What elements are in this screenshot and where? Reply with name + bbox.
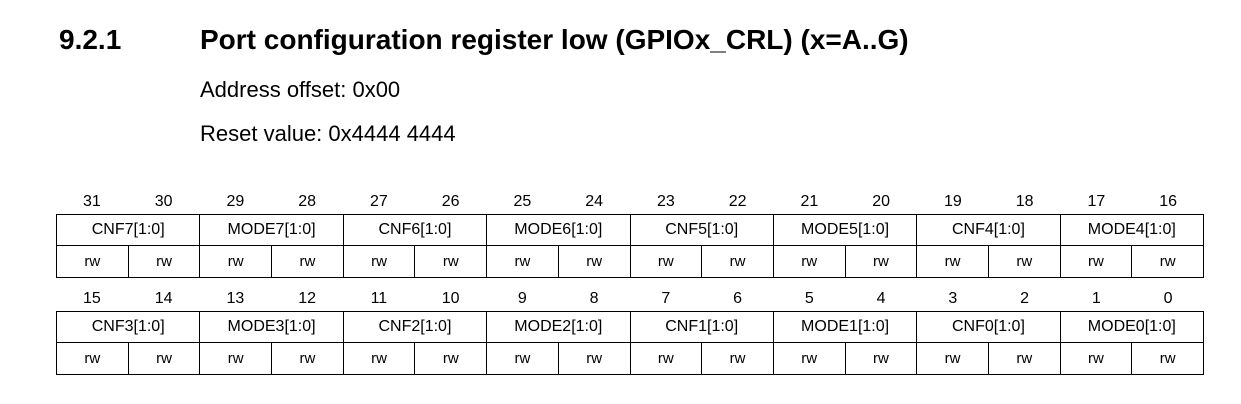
- bit-number-row: 31 30 29 28 27 26 25 24 23 22 21 20 19 1…: [56, 190, 1204, 214]
- access-cell: rw: [629, 245, 703, 278]
- access-cell: rw: [772, 245, 846, 278]
- bit-number: 24: [585, 193, 604, 210]
- bit-number: 2: [1020, 290, 1030, 307]
- field-cell: MODE5[1:0]: [772, 214, 918, 246]
- section-number: 9.2.1: [59, 24, 122, 55]
- access-cell: rw: [1059, 245, 1133, 278]
- access-cell: rw: [629, 342, 703, 375]
- bit-number: 1: [1091, 290, 1101, 307]
- field-cell: MODE3[1:0]: [199, 311, 344, 343]
- bit-number: 14: [154, 290, 173, 307]
- field-cell: MODE2[1:0]: [486, 311, 631, 343]
- bit-number: 19: [943, 193, 962, 210]
- access-row: rw rw rw rw rw rw rw rw rw rw rw rw rw r…: [56, 245, 1204, 278]
- access-cell: rw: [772, 342, 846, 375]
- access-cell: rw: [987, 342, 1061, 375]
- field-cell: MODE4[1:0]: [1059, 214, 1205, 246]
- field-cell: CNF1[1:0]: [629, 311, 774, 343]
- bit-number: 0: [1163, 290, 1173, 307]
- access-cell: rw: [199, 342, 273, 375]
- address-offset: Address offset: 0x00: [200, 77, 401, 102]
- field-cell: CNF0[1:0]: [916, 311, 1061, 343]
- bit-number: 29: [226, 193, 245, 210]
- bit-number: 13: [226, 290, 245, 307]
- access-cell: rw: [127, 342, 201, 375]
- register-table-lower: CNF3[1:0] MODE3[1:0] CNF2[1:0] MODE2[1:0…: [55, 311, 1205, 375]
- access-cell: rw: [414, 342, 488, 375]
- bit-number: 12: [298, 290, 317, 307]
- field-cell: CNF7[1:0]: [55, 214, 201, 246]
- access-cell: rw: [56, 342, 129, 375]
- field-cell: CNF3[1:0]: [55, 311, 201, 343]
- register-upper-half: 31 30 29 28 27 26 25 24 23 22 21 20 19 1…: [55, 190, 1205, 278]
- access-cell: rw: [199, 245, 273, 278]
- bit-number: 3: [948, 290, 958, 307]
- access-cell: rw: [271, 342, 344, 375]
- bit-number: 30: [154, 193, 173, 210]
- access-cell: rw: [1131, 342, 1204, 375]
- bit-number-row: 15 14 13 12 11 10 9 8 7 6 5 4 3 2 1 0: [56, 287, 1204, 311]
- bit-number: 9: [517, 290, 527, 307]
- access-cell: rw: [1131, 245, 1204, 278]
- field-row: CNF7[1:0] MODE7[1:0] CNF6[1:0] MODE6[1:0…: [55, 214, 1205, 246]
- access-cell: rw: [486, 342, 559, 375]
- field-cell: MODE1[1:0]: [772, 311, 918, 343]
- bit-number: 23: [656, 193, 675, 210]
- access-cell: rw: [414, 245, 488, 278]
- bit-number: 20: [872, 193, 891, 210]
- bit-number: 16: [1159, 193, 1178, 210]
- bit-number: 27: [369, 193, 388, 210]
- access-cell: rw: [127, 245, 201, 278]
- bit-number: 4: [876, 290, 886, 307]
- field-cell: CNF6[1:0]: [342, 214, 488, 246]
- bit-number: 17: [1087, 193, 1106, 210]
- bit-number: 21: [800, 193, 819, 210]
- access-cell: rw: [557, 245, 631, 278]
- bit-number: 8: [589, 290, 599, 307]
- bit-number: 15: [82, 290, 101, 307]
- register-table-upper: CNF7[1:0] MODE7[1:0] CNF6[1:0] MODE6[1:0…: [55, 214, 1205, 278]
- bit-number: 7: [661, 290, 671, 307]
- access-cell: rw: [557, 342, 631, 375]
- access-cell: rw: [342, 245, 416, 278]
- access-row: rw rw rw rw rw rw rw rw rw rw rw rw rw r…: [56, 342, 1204, 375]
- bit-number: 18: [1015, 193, 1034, 210]
- section-title: Port configuration register low (GPIOx_C…: [200, 24, 909, 55]
- field-cell: CNF2[1:0]: [342, 311, 488, 343]
- bit-number: 28: [298, 193, 317, 210]
- bit-number: 5: [804, 290, 814, 307]
- access-cell: rw: [844, 342, 918, 375]
- bit-number: 11: [370, 290, 388, 307]
- field-cell: MODE7[1:0]: [199, 214, 344, 246]
- access-cell: rw: [844, 245, 918, 278]
- access-cell: rw: [1059, 342, 1133, 375]
- access-cell: rw: [701, 342, 774, 375]
- access-cell: rw: [486, 245, 559, 278]
- access-cell: rw: [271, 245, 344, 278]
- access-cell: rw: [916, 342, 989, 375]
- access-cell: rw: [342, 342, 416, 375]
- bit-number: 31: [82, 193, 101, 210]
- access-cell: rw: [916, 245, 989, 278]
- field-cell: CNF4[1:0]: [916, 214, 1061, 246]
- register-lower-half: 15 14 13 12 11 10 9 8 7 6 5 4 3 2 1 0 CN…: [55, 287, 1205, 375]
- field-row: CNF3[1:0] MODE3[1:0] CNF2[1:0] MODE2[1:0…: [55, 311, 1205, 343]
- reset-value: Reset value: 0x4444 4444: [200, 121, 456, 146]
- bit-number: 25: [513, 193, 532, 210]
- access-cell: rw: [56, 245, 129, 278]
- field-cell: MODE0[1:0]: [1059, 311, 1205, 343]
- access-cell: rw: [987, 245, 1061, 278]
- bit-number: 22: [728, 193, 747, 210]
- field-cell: MODE6[1:0]: [486, 214, 631, 246]
- bit-number: 6: [733, 290, 743, 307]
- field-cell: CNF5[1:0]: [629, 214, 774, 246]
- bit-number: 10: [441, 290, 460, 307]
- bit-number: 26: [441, 193, 460, 210]
- access-cell: rw: [701, 245, 774, 278]
